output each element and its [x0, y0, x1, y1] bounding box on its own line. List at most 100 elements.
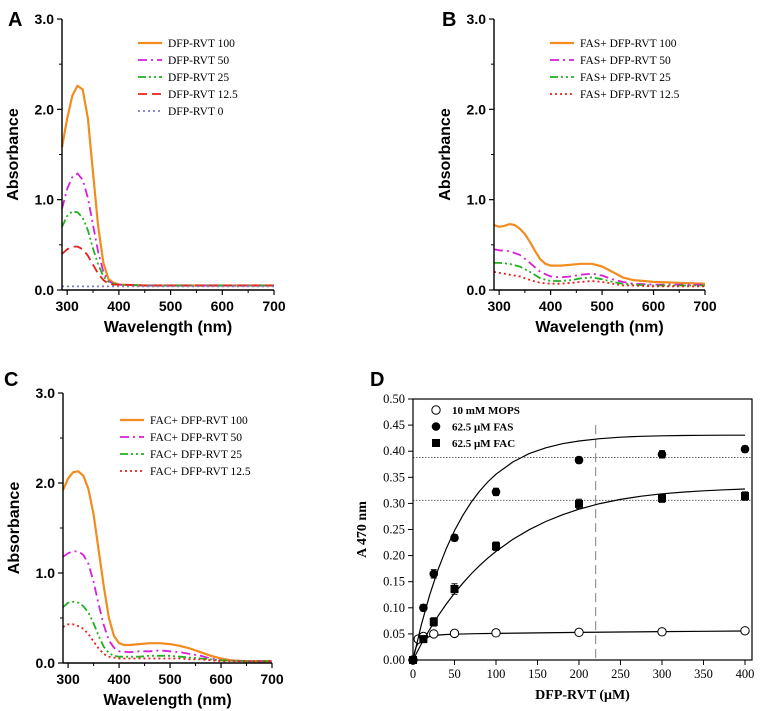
y-tick-label-D: 0.10: [383, 601, 405, 615]
data-point-mops: [574, 627, 584, 638]
legend-label-A: DFP-RVT 0: [168, 106, 224, 118]
series-line-B-2: [494, 261, 705, 287]
data-point-fas: [491, 487, 501, 497]
y-tick-label-A: 0.0: [35, 282, 55, 298]
legend-marker-fac: [432, 439, 440, 447]
legend-label-B: FAS+ DFP-RVT 50: [580, 55, 671, 67]
data-point-mops: [657, 627, 667, 637]
x-tick-label-A: 500: [159, 298, 183, 314]
x-tick-label-C: 600: [209, 671, 233, 687]
x-tick-label-D: 50: [448, 667, 461, 681]
data-point-fac: [450, 585, 459, 594]
y-tick-label-D: 0.40: [383, 444, 405, 458]
series-line-A-1: [61, 172, 274, 287]
fit-curve-2: [412, 488, 746, 661]
legend-label-C: FAC+ DFP-RVT 12.5: [150, 466, 251, 478]
x-tick-label-A: 400: [107, 298, 131, 314]
x-tick-label-A: 600: [211, 298, 235, 314]
y-tick-label-A: 3.0: [35, 11, 55, 27]
legend-label-D: 62.5 μM FAS: [452, 422, 513, 434]
y-tick-label-D: 0.45: [383, 418, 405, 432]
x-tick-label-B: 400: [539, 298, 563, 314]
x-tick-label-C: 400: [107, 671, 131, 687]
y-tick-label-D: 0.20: [383, 549, 405, 563]
y-tick-label-C: 0.0: [36, 655, 56, 671]
legend-label-B: FAS+ DFP-RVT 100: [580, 38, 677, 50]
legend-marker-mops: [431, 405, 441, 415]
legend-label-A: DFP-RVT 50: [168, 55, 229, 67]
panel-label-A: A: [8, 9, 22, 31]
x-tick-label-B: 700: [693, 298, 717, 314]
data-point-fac: [429, 617, 438, 626]
x-tick-label-D: 100: [487, 667, 506, 681]
x-tick-label-C: 700: [260, 671, 284, 687]
y-tick-label-C: 1.0: [36, 565, 56, 581]
y-axis-label-B: Absorbance: [437, 108, 454, 201]
x-tick-label-D: 0: [410, 667, 416, 681]
y-tick-label-B: 1.0: [467, 192, 487, 208]
series-line-C-2: [62, 600, 272, 663]
series-line-A-2: [61, 210, 274, 287]
series-line-A-3: [61, 245, 274, 287]
x-tick-label-D: 200: [570, 667, 589, 681]
data-point-mops: [429, 629, 439, 639]
x-tick-label-B: 600: [642, 298, 666, 314]
x-tick-label-C: 300: [56, 671, 80, 687]
data-point-fas: [450, 533, 459, 543]
x-tick-label-D: 400: [736, 667, 755, 681]
legend-label-A: DFP-RVT 100: [168, 38, 235, 50]
data-point-fas: [429, 569, 439, 579]
y-tick-label-D: 0.30: [383, 496, 405, 510]
legend-label-D: 62.5 μM FAC: [452, 438, 515, 450]
data-point-mops: [449, 628, 460, 639]
y-tick-label-C: 2.0: [36, 475, 56, 491]
y-tick-label-D: 0.25: [383, 523, 405, 537]
panel-label-D: D: [370, 369, 384, 391]
y-tick-label-B: 2.0: [467, 101, 487, 117]
legend-label-B: FAS+ DFP-RVT 25: [580, 72, 671, 84]
data-point-fac: [492, 542, 500, 551]
fit-curve-1: [412, 434, 745, 661]
legend-label-B: FAS+ DFP-RVT 12.5: [580, 89, 680, 101]
series-line-C-1: [62, 550, 272, 663]
data-point-fas: [574, 455, 584, 465]
legend-label-C: FAC+ DFP-RVT 50: [150, 432, 242, 444]
x-axis-label-D: DFP-RVT (μM): [535, 688, 630, 703]
data-point-fac: [741, 492, 749, 501]
data-point-fac: [419, 635, 428, 644]
data-point-fas: [419, 603, 428, 613]
y-tick-label-A: 2.0: [35, 101, 55, 117]
legend-label-A: DFP-RVT 12.5: [168, 89, 238, 101]
y-axis-label-A: Absorbance: [5, 108, 22, 201]
x-tick-label-A: 700: [262, 298, 286, 314]
x-tick-label-B: 500: [590, 298, 614, 314]
y-tick-label-D: 0.15: [383, 575, 405, 589]
legend-label-C: FAC+ DFP-RVT 25: [150, 449, 242, 461]
x-tick-label-D: 150: [528, 667, 547, 681]
data-point-mops: [740, 626, 750, 636]
y-tick-label-A: 1.0: [35, 192, 55, 208]
y-axis-label-D: A 470 nm: [355, 501, 370, 558]
legend-label-A: DFP-RVT 25: [168, 72, 229, 84]
data-point-mops: [491, 628, 501, 638]
data-point-fac: [409, 656, 417, 664]
data-point-fac: [575, 499, 583, 508]
y-tick-label-C: 3.0: [36, 385, 56, 401]
data-point-fas: [740, 444, 750, 454]
y-tick-label-D: 0.50: [383, 392, 405, 406]
x-axis-label-B: Wavelength (nm): [535, 319, 663, 336]
y-tick-label-D: 0.05: [383, 627, 405, 641]
legend-label-C: FAC+ DFP-RVT 100: [150, 415, 248, 427]
x-tick-label-D: 300: [653, 667, 672, 681]
x-axis-label-A: Wavelength (nm): [104, 319, 232, 336]
series-line-C-3: [62, 623, 272, 663]
x-tick-label-B: 300: [487, 298, 511, 314]
x-tick-label-C: 500: [158, 671, 182, 687]
x-axis-label-C: Wavelength (nm): [103, 692, 231, 709]
x-tick-label-A: 300: [55, 298, 79, 314]
series-line-C-0: [61, 470, 272, 663]
y-tick-label-D: 0.35: [383, 470, 405, 484]
x-tick-label-D: 250: [611, 667, 630, 681]
series-line-B-0: [493, 223, 706, 285]
